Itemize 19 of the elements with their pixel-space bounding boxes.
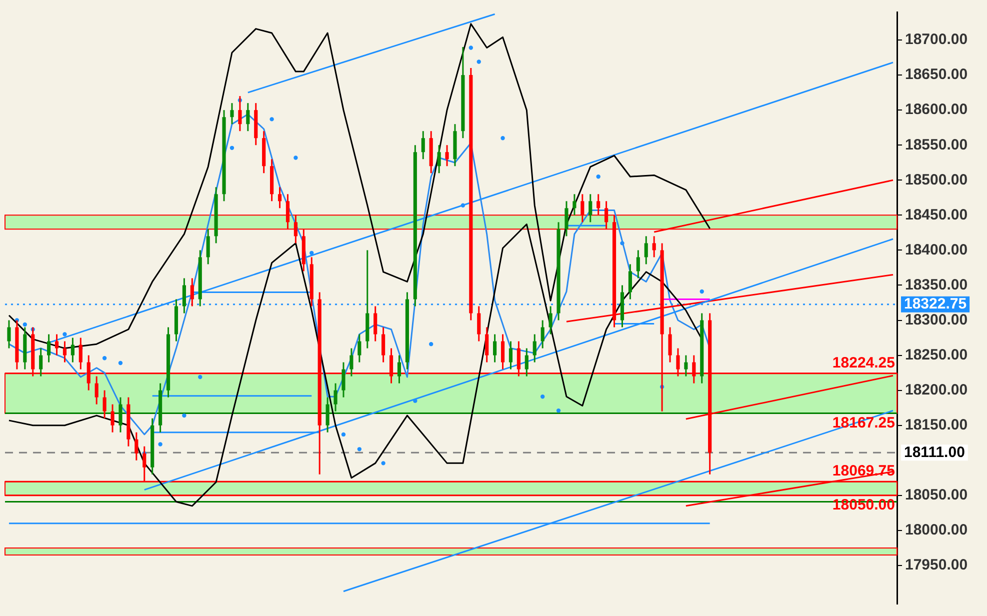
ref-line-label: 18224.25 [832,354,895,372]
y-tick-label: 18550.00 [905,136,968,154]
y-tick-label: 18350.00 [905,276,968,294]
y-tick-label: 18300.00 [905,311,968,328]
y-tick-label: 18250.00 [905,346,968,364]
y-tick-label: 18000.00 [905,522,968,539]
y-tick-label: 17950.00 [905,556,968,574]
ref-line-label: 18111.00 [904,444,965,461]
y-tick-label: 18600.00 [905,101,968,118]
y-tick-label: 18400.00 [905,241,968,258]
ref-line-label: 18322.75 [904,295,967,312]
y-tick-label: 18050.00 [905,486,968,504]
y-tick-label: 18200.00 [905,381,968,398]
y-tick-label: 18150.00 [905,416,968,434]
ref-line-label: 18069.75 [832,462,895,480]
y-tick-label: 18650.00 [905,66,968,84]
y-tick-label: 18500.00 [905,171,968,188]
y-tick-label: 18450.00 [905,206,968,224]
y-tick-label: 18700.00 [905,31,968,48]
